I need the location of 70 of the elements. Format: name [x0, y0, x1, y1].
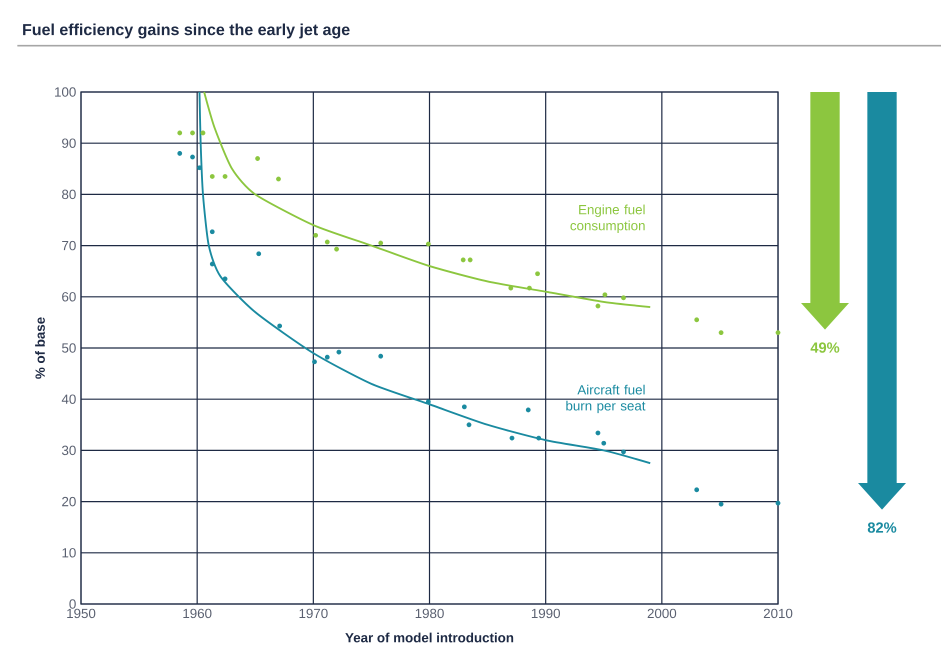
point [527, 286, 532, 290]
point [255, 156, 260, 161]
point [277, 324, 282, 328]
point [694, 317, 700, 322]
point [510, 436, 514, 441]
text: Aircraft fuel burn per seat [566, 384, 646, 414]
point [602, 292, 608, 298]
point [526, 408, 531, 412]
y-tick-label: 20 [62, 496, 76, 506]
x-tick-label: 1980 [416, 608, 444, 618]
point [312, 359, 317, 364]
text: 82% [868, 522, 896, 533]
point [718, 502, 724, 507]
point [466, 422, 472, 428]
point [776, 500, 780, 506]
point [694, 487, 700, 492]
y-tick-label: 40 [62, 394, 76, 404]
y-axis-title: % of base [35, 317, 45, 379]
point [222, 276, 228, 282]
text: 49% [810, 342, 840, 353]
point [210, 174, 215, 179]
point [336, 350, 342, 354]
point [177, 151, 182, 156]
point [601, 440, 606, 446]
chart-title: Fuel efficiency gains since the early jet age [23, 24, 350, 38]
x-axis-title: Year of model introduction [345, 632, 514, 642]
point [313, 232, 318, 238]
y-tick-label: 50 [62, 343, 76, 353]
point [324, 354, 330, 360]
point [378, 240, 384, 246]
point [718, 330, 724, 336]
point [210, 229, 215, 234]
point [460, 258, 466, 262]
y-tick-label: 0 [69, 599, 76, 609]
text: Engine fuel consumption [570, 204, 645, 233]
y-tick-label: 70 [62, 240, 76, 250]
point [190, 130, 195, 136]
x-tick-label: 1960 [183, 608, 212, 618]
point [776, 330, 780, 336]
x-tick-label: 1970 [300, 608, 328, 618]
y-tick-label: 80 [62, 190, 76, 200]
point [621, 295, 626, 300]
point [596, 430, 600, 436]
point [190, 154, 195, 160]
point [177, 130, 182, 136]
point [426, 242, 431, 246]
point [378, 354, 384, 359]
point [596, 304, 600, 308]
point [468, 258, 473, 262]
y-tick-label: 90 [62, 138, 76, 148]
x-tick-label: 2010 [764, 608, 792, 618]
point [535, 271, 540, 276]
x-tick-label: 1990 [532, 608, 560, 618]
y-tick-label: 60 [62, 292, 76, 302]
point [621, 450, 626, 454]
line-series [203, 91, 652, 308]
point [462, 404, 467, 410]
point [276, 176, 281, 182]
x-tick-label: 1950 [67, 608, 96, 618]
y-tick-label: 100 [55, 87, 76, 97]
point [536, 436, 542, 441]
y-tick-label: 10 [62, 548, 76, 558]
point [222, 174, 228, 179]
line-series [198, 91, 652, 464]
point [200, 130, 206, 136]
point [324, 240, 330, 244]
y-tick-label: 30 [62, 446, 76, 456]
point [256, 251, 262, 256]
x-tick-label: 2000 [648, 608, 676, 618]
point [334, 246, 339, 252]
